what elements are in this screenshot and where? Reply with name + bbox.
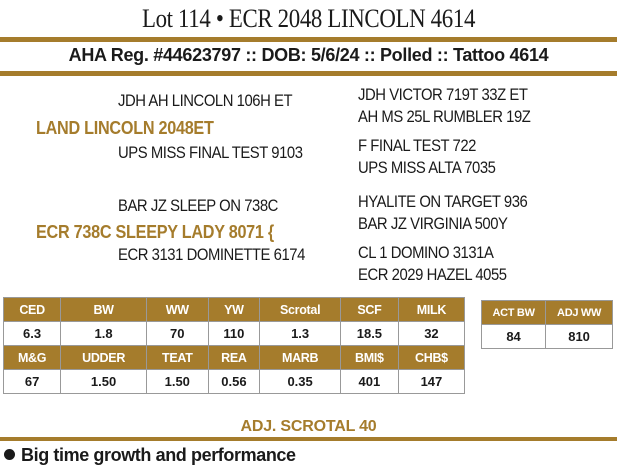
epd-value: 6.3 [2,321,62,346]
epd-value-row-2: 67 1.50 1.50 0.56 0.35 401 147 [2,369,466,394]
epd-value: 70 [146,321,209,346]
epd-value: 1.50 [146,369,209,394]
epd-table: CED BW WW YW Scrotal SCF MILK 6.3 1.8 70… [2,297,466,394]
epd-value: 67 [2,369,62,394]
actuals-value: 84 [480,324,547,349]
pedigree-sire: LAND LINCOLN 2048ET [36,118,214,138]
actuals-header-row: ACT BW ADJ WW [480,300,613,325]
divider-top [0,37,617,42]
epd-value: 0.56 [207,369,261,394]
pedigree-dam-sire-sire: HYALITE ON TARGET 936 [358,193,528,211]
epd-header-row-2: M&G UDDER TEAT REA MARB BMI$ CHB$ [2,345,466,370]
epd-value: 147 [397,369,466,394]
pedigree-dam-dam-sire: CL 1 DOMINO 3131A [358,244,494,262]
epd-value: 1.8 [60,321,147,346]
epd-value-row-1: 6.3 1.8 70 110 1.3 18.5 32 [2,321,466,346]
actuals-header: ADJ WW [545,300,613,325]
epd-value: 401 [339,369,399,394]
epd-header: BMI$ [339,345,399,370]
lot-title: Lot 114 • ECR 2048 LINCOLN 4614 [141,4,476,33]
bullet-icon [4,449,15,460]
pedigree-dam-dam-dam: ECR 2029 HAZEL 4055 [358,266,507,284]
note-item: Big time growth and performance [4,445,296,466]
epd-header: Scrotal [259,297,341,322]
epd-header: CHB$ [397,345,466,370]
epd-value: 32 [397,321,466,346]
registration-line: AHA Reg. #44623797 :: DOB: 5/6/24 :: Pol… [68,45,549,65]
epd-header: CED [2,297,62,322]
epd-value: 110 [207,321,261,346]
actuals-value: 810 [545,324,613,349]
adj-scrotal: ADJ. SCROTAL 40 [240,418,377,435]
epd-header: MILK [397,297,466,322]
actuals-value-row: 84 810 [480,324,613,349]
epd-header: UDDER [60,345,147,370]
divider-bottom [0,437,617,441]
pedigree-sire-sire: JDH AH LINCOLN 106H ET [118,92,293,110]
pedigree-dam: ECR 738C SLEEPY LADY 8071 { [36,222,274,242]
epd-header: YW [207,297,261,322]
epd-header-row-1: CED BW WW YW Scrotal SCF MILK [2,297,466,322]
pedigree-sire-dam-dam: UPS MISS ALTA 7035 [358,159,496,177]
pedigree-dam-sire-dam: BAR JZ VIRGINIA 500Y [358,215,508,233]
divider-under-registration [0,71,617,76]
pedigree-sire-dam: UPS MISS FINAL TEST 9103 [118,144,303,162]
pedigree-sire-sire-sire: JDH VICTOR 719T 33Z ET [358,86,528,104]
pedigree-dam-sire: BAR JZ SLEEP ON 738C [118,197,278,215]
epd-header: BW [60,297,147,322]
epd-header: TEAT [146,345,209,370]
epd-header: MARB [259,345,341,370]
epd-value: 1.3 [259,321,341,346]
actuals-header: ACT BW [480,300,547,325]
epd-header: SCF [339,297,399,322]
note-text: Big time growth and performance [21,445,296,465]
epd-header: REA [207,345,261,370]
pedigree-sire-dam-sire: F FINAL TEST 722 [358,137,476,155]
epd-header: WW [146,297,209,322]
pedigree-sire-sire-dam: AH MS 25L RUMBLER 19Z [358,108,531,126]
epd-value: 18.5 [339,321,399,346]
epd-header: M&G [2,345,62,370]
pedigree-dam-dam: ECR 3131 DOMINETTE 6174 [118,246,305,264]
actuals-table: ACT BW ADJ WW 84 810 [480,300,613,349]
epd-value: 0.35 [259,369,341,394]
epd-value: 1.50 [60,369,147,394]
